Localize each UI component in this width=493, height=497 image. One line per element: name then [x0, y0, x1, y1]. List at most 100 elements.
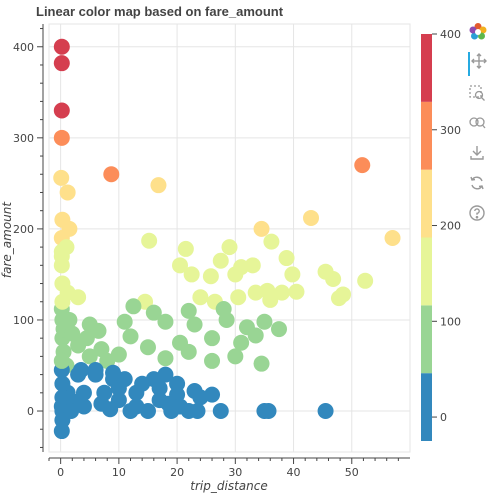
data-point	[221, 239, 238, 256]
data-point	[177, 240, 194, 257]
y-tick-label: 300	[13, 132, 34, 145]
data-point	[253, 355, 270, 372]
data-point	[53, 423, 70, 440]
data-point	[63, 403, 80, 420]
color-bar-segment	[421, 34, 432, 102]
data-point	[81, 348, 98, 365]
data-point	[75, 398, 92, 415]
y-tick-label: 100	[13, 314, 34, 327]
x-tick-label: 30	[228, 466, 242, 479]
color-bar: 0 100 200 300 400	[421, 28, 461, 441]
data-point	[256, 313, 273, 330]
data-point	[227, 348, 244, 365]
data-point	[54, 293, 71, 310]
data-point	[278, 250, 295, 267]
data-point	[202, 268, 219, 285]
chart-title: Linear color map based on fare_amount	[36, 4, 284, 19]
data-points	[53, 38, 401, 440]
wheel-zoom-tool-icon[interactable]	[468, 114, 492, 138]
reset-tool-icon[interactable]	[468, 174, 492, 198]
data-point	[53, 352, 70, 369]
data-point	[53, 169, 70, 186]
data-point	[54, 311, 71, 328]
data-point	[233, 334, 250, 351]
data-point	[99, 352, 116, 369]
x-tick-label: 0	[57, 466, 64, 479]
data-point	[145, 304, 162, 321]
data-point	[70, 289, 87, 306]
bokeh-logo-icon[interactable]	[468, 22, 492, 46]
data-point	[116, 313, 133, 330]
data-point	[128, 384, 145, 401]
data-point	[125, 298, 142, 315]
color-bar-segment	[421, 373, 432, 441]
data-point	[354, 157, 371, 174]
data-point	[169, 375, 186, 392]
data-point	[53, 38, 70, 55]
data-point	[122, 328, 139, 345]
y-tick-label: 0	[27, 405, 34, 418]
data-point	[273, 284, 290, 301]
data-point	[260, 403, 277, 420]
data-point	[212, 403, 229, 420]
data-point	[87, 362, 104, 379]
data-point	[128, 398, 145, 415]
data-point	[212, 252, 229, 269]
data-point	[151, 392, 168, 409]
data-point	[59, 184, 76, 201]
data-point	[183, 266, 200, 283]
color-bar-segment	[421, 237, 432, 306]
data-point	[204, 386, 221, 403]
data-point	[90, 322, 107, 339]
data-point	[325, 270, 342, 287]
data-point	[384, 230, 401, 246]
color-bar-tick-label: 300	[440, 124, 461, 137]
data-point	[157, 350, 174, 367]
x-tick-label: 10	[112, 466, 126, 479]
color-bar-tick-label: 0	[440, 411, 447, 424]
data-point	[247, 327, 264, 344]
data-point	[172, 398, 189, 415]
data-point	[262, 291, 279, 308]
data-point	[186, 316, 203, 333]
color-bar-tick-label: 200	[440, 220, 461, 233]
data-point	[230, 289, 247, 306]
data-point	[270, 321, 287, 338]
x-tick-label: 40	[287, 466, 301, 479]
data-point	[253, 220, 270, 237]
data-point	[189, 403, 206, 420]
data-point	[227, 266, 244, 283]
data-point	[64, 325, 81, 342]
pan-tool-icon[interactable]	[468, 52, 493, 76]
color-bar-segment	[421, 169, 432, 238]
data-point	[186, 382, 203, 399]
box-zoom-tool-icon[interactable]	[468, 84, 492, 108]
data-point	[105, 364, 122, 381]
color-bar-segment	[421, 101, 432, 170]
x-tick-label: 20	[170, 466, 184, 479]
data-point	[157, 366, 174, 383]
y-tick-label: 400	[13, 41, 34, 54]
data-point	[141, 232, 158, 249]
data-point	[96, 384, 113, 401]
data-point	[192, 289, 209, 306]
help-icon[interactable]	[468, 204, 492, 228]
data-point	[330, 290, 347, 307]
data-point	[93, 341, 110, 358]
data-point	[110, 346, 127, 363]
data-point	[58, 239, 75, 256]
color-bar-tick-label: 100	[440, 315, 461, 328]
data-point	[317, 403, 334, 420]
data-point	[75, 384, 92, 401]
data-point	[53, 102, 70, 119]
color-bar-segment	[421, 305, 432, 374]
data-point	[102, 401, 119, 418]
save-tool-icon[interactable]	[468, 144, 492, 168]
data-point	[150, 177, 167, 194]
data-point	[70, 366, 87, 383]
y-axis-label: fare_amount	[0, 201, 14, 278]
data-point	[139, 339, 156, 356]
y-axis: 0 100 200 300 400	[13, 24, 44, 452]
x-tick-label: 50	[345, 466, 359, 479]
